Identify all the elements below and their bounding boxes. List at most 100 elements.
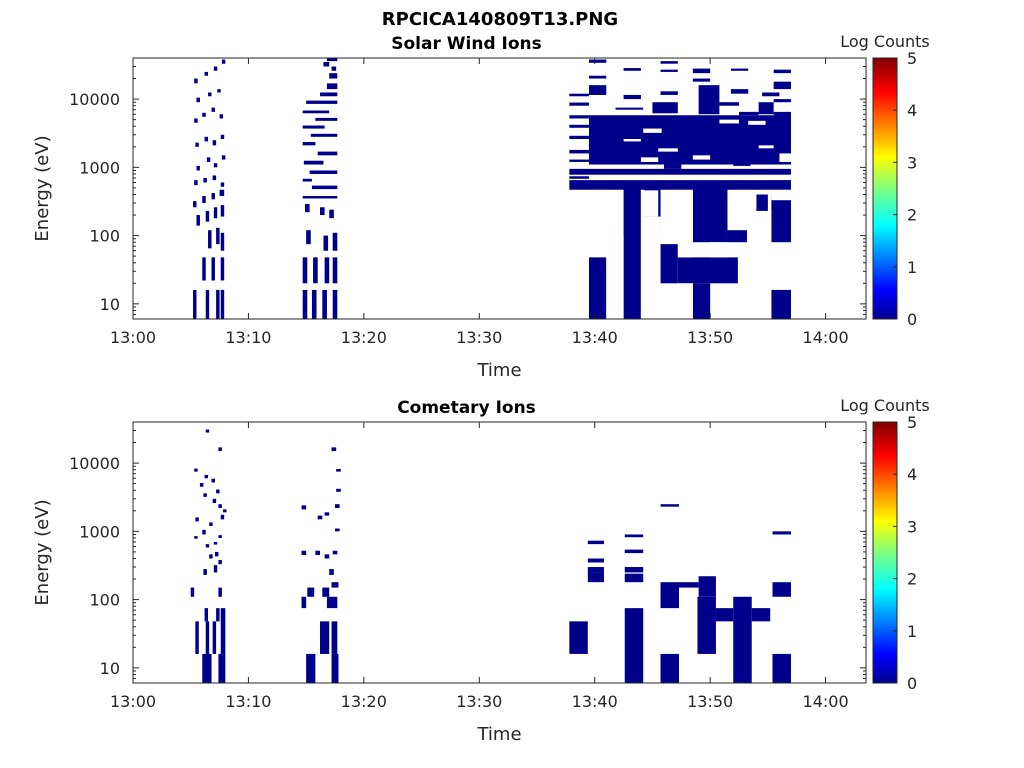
empty-cell [727, 289, 748, 319]
data-cell [751, 608, 771, 622]
data-cell [320, 92, 338, 97]
data-cell [727, 230, 748, 243]
data-cell [219, 114, 224, 119]
data-cell [569, 135, 589, 140]
data-cell [205, 544, 210, 548]
data-cell [302, 289, 308, 319]
y-tick-label: 1000 [79, 158, 120, 177]
data-cell [195, 517, 199, 522]
data-cell [335, 504, 340, 508]
data-cell [324, 512, 330, 516]
data-cell [324, 257, 330, 284]
data-cell [317, 151, 338, 156]
data-cell [306, 100, 338, 104]
data-cell [193, 289, 197, 319]
empty-cell [606, 100, 624, 104]
data-cell [331, 66, 337, 71]
data-cell [323, 235, 329, 251]
data-cell [194, 180, 198, 186]
colorbar [872, 57, 898, 320]
data-cell [213, 207, 218, 219]
empty-cell [677, 210, 693, 258]
data-cell [212, 175, 217, 181]
data-cell [624, 573, 644, 583]
data-cell [220, 232, 225, 251]
data-cell [213, 66, 218, 71]
data-cell [733, 596, 752, 683]
data-cell [326, 596, 338, 609]
data-cell [211, 478, 215, 483]
data-cell [660, 504, 679, 507]
x-tick-label: 13:30 [456, 692, 502, 711]
data-cell [698, 576, 716, 597]
data-cell [624, 534, 644, 538]
colorbar-tick-label: 1 [907, 622, 917, 641]
y-tick-label: 10000 [69, 90, 120, 109]
data-cell [204, 136, 209, 142]
data-cell [739, 111, 759, 116]
data-cell [315, 550, 321, 556]
colorbar-tick-label: 2 [907, 206, 917, 225]
data-cell [195, 621, 199, 654]
data-cell [320, 621, 330, 654]
data-cell [324, 554, 330, 559]
data-cell [212, 498, 217, 504]
plot-frame [132, 421, 867, 684]
data-cell [209, 554, 213, 559]
data-cell [681, 135, 699, 141]
data-cell [211, 193, 215, 200]
data-cell [212, 140, 217, 146]
empty-cell [710, 242, 728, 258]
data-cell [317, 515, 323, 520]
panel-title: Solar Wind Ions [391, 34, 542, 54]
data-cell [772, 582, 791, 597]
data-cell [719, 102, 740, 106]
data-cell [569, 149, 589, 154]
data-cell [212, 621, 217, 654]
data-cell [213, 163, 218, 168]
data-cell [193, 201, 197, 208]
data-cell [203, 569, 207, 575]
data-cell [660, 61, 678, 64]
data-cell [216, 289, 220, 319]
data-cell [569, 93, 589, 97]
data-cell [202, 112, 206, 117]
data-cell [329, 569, 334, 575]
data-cell [624, 567, 644, 573]
empty-cell [658, 148, 678, 152]
data-cell [660, 69, 678, 72]
data-cell [221, 155, 226, 160]
empty-cell [677, 190, 693, 211]
data-cell [194, 468, 198, 472]
colorbar-tick-label: 4 [907, 465, 917, 484]
data-cell [588, 85, 607, 95]
data-cell [218, 560, 222, 565]
plot-frame [132, 57, 867, 320]
x-tick-label: 13:10 [225, 692, 271, 711]
data-cell [733, 161, 751, 166]
data-cell [660, 582, 679, 609]
data-cell [326, 58, 338, 62]
data-cell [218, 504, 222, 508]
data-cell [660, 653, 679, 683]
x-tick-label: 14:00 [803, 692, 849, 711]
colorbar-tick-label: 4 [907, 101, 917, 120]
data-cell [623, 68, 641, 71]
data-cell [205, 621, 210, 654]
empty-cell [640, 250, 661, 319]
data-cell [203, 493, 207, 497]
empty-cell [779, 153, 791, 162]
data-cell [301, 550, 307, 556]
x-tick-label: 13:30 [456, 328, 502, 347]
empty-cell [692, 155, 711, 160]
data-cell [307, 587, 315, 597]
data-cell [587, 540, 604, 545]
empty-cell [606, 235, 624, 319]
data-cell [331, 621, 338, 654]
data-cell [196, 215, 200, 226]
data-cell [692, 181, 728, 243]
data-cell [332, 257, 338, 284]
data-cell [213, 541, 218, 545]
data-cell [773, 111, 791, 117]
